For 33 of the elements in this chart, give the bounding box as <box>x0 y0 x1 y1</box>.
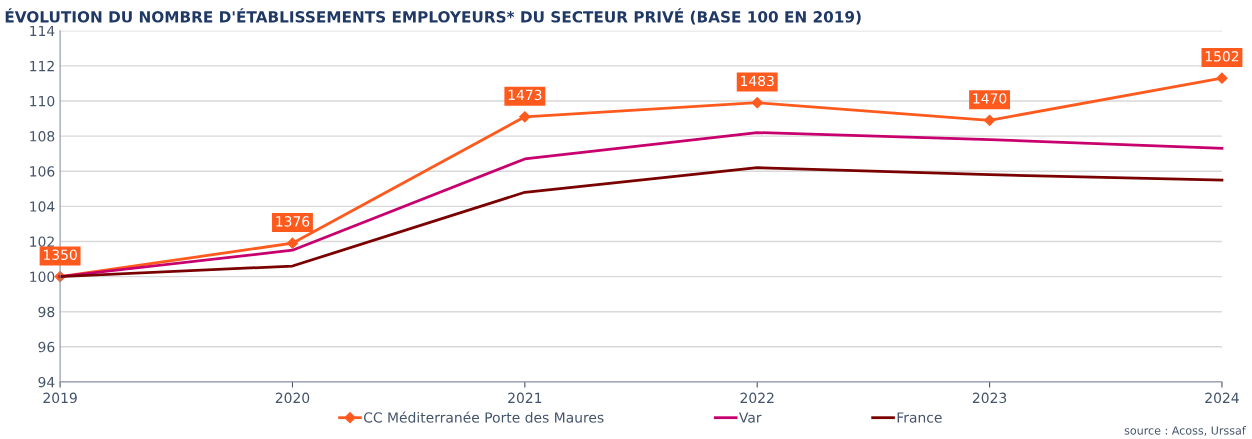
annotation: 1350 <box>43 249 77 260</box>
point <box>286 237 299 249</box>
x-tick-label: 2021 <box>508 392 542 404</box>
x-tick-label: 2019 <box>43 392 77 404</box>
y-tick-label: 110 <box>30 95 55 107</box>
point <box>1216 72 1228 84</box>
point <box>519 111 531 123</box>
legend-label: France <box>897 412 942 423</box>
x-tick-label: 2020 <box>275 392 310 404</box>
y-tick-label: 108 <box>30 131 55 142</box>
y-tick-label: 104 <box>30 201 55 212</box>
x-tick-label: 2024 <box>1205 392 1239 404</box>
point <box>983 114 996 126</box>
annotation: 1473 <box>508 89 542 101</box>
chart-title: ÉVOLUTION DU NOMBRE D'ÉTABLISSEMENTS EMPLOYEURS* DU SECTEUR PRIVÉ (BASE 100 EN 2019) <box>5 8 861 25</box>
point <box>751 97 763 109</box>
y-tick-label: 96 <box>38 341 55 353</box>
y-tick-label: 106 <box>30 166 55 177</box>
x-tick-label: 2023 <box>972 392 1007 404</box>
legend-label: Var <box>739 412 762 423</box>
y-tick-label: 112 <box>30 60 54 72</box>
annotation: 1376 <box>276 216 310 227</box>
y-tick-label: 114 <box>30 25 55 37</box>
annotation: 1502 <box>1205 51 1239 62</box>
source-note: source : Acoss, Urssaf <box>1124 426 1246 436</box>
annotation: 1470 <box>973 93 1007 104</box>
legend-label: CC Méditerranée Porte des Maures <box>363 411 604 423</box>
y-tick-label: 102 <box>30 236 54 247</box>
y-tick-label: 98 <box>38 306 55 318</box>
y-tick-label: 100 <box>30 271 55 283</box>
x-tick-label: 2022 <box>740 392 774 404</box>
annotation: 1483 <box>741 75 774 87</box>
y-tick-label: 94 <box>38 376 55 388</box>
